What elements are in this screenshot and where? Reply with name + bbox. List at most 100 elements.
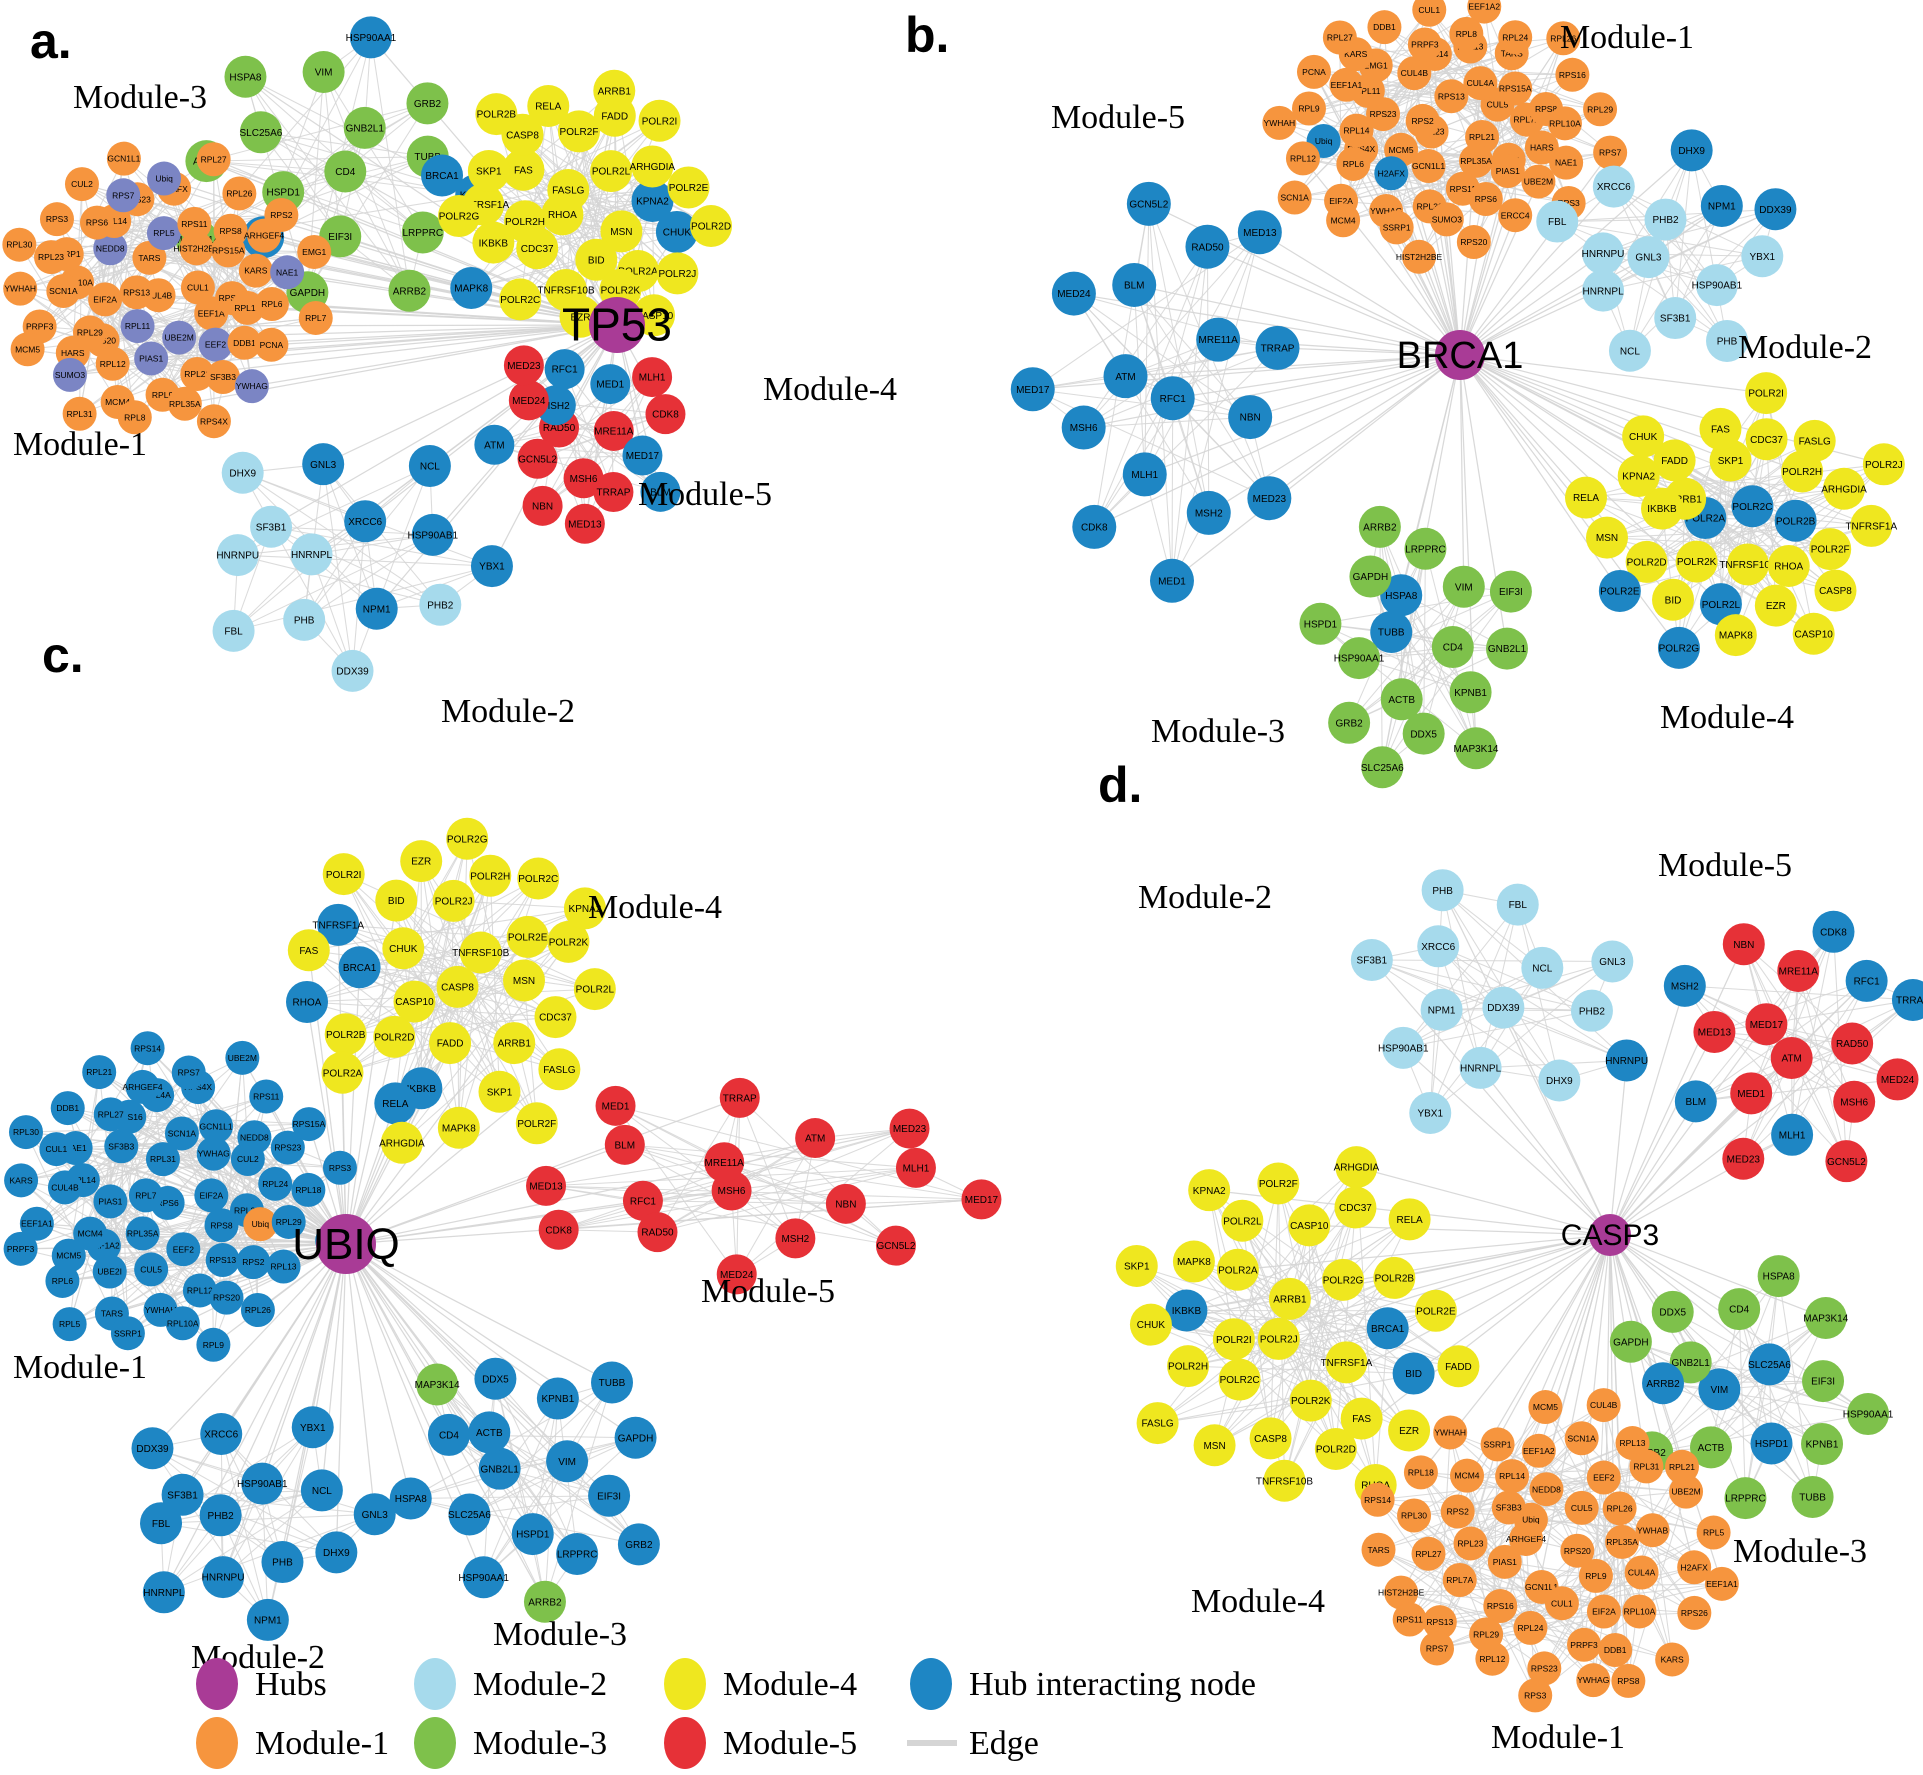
module-node-RPS15A[interactable] (1498, 71, 1533, 106)
module-node-LRPPRC[interactable] (1404, 527, 1447, 570)
hub-interacting-node-POLR2E[interactable] (1598, 570, 1641, 613)
hub-interacting-node-RPL9[interactable] (196, 1327, 231, 1362)
module-node-POLR2F[interactable] (515, 1102, 558, 1145)
module-node-SCN1A[interactable] (1277, 180, 1312, 215)
module-node-RELA[interactable] (1565, 476, 1608, 519)
module-node-YBX1[interactable] (1741, 235, 1784, 278)
module-node-CDC37[interactable] (534, 996, 577, 1039)
module-node-ACTB[interactable] (1690, 1426, 1733, 1469)
module-node-MAP3K14[interactable] (416, 1363, 459, 1406)
hub-interacting-node-RPL12[interactable] (182, 1273, 217, 1308)
module-node-POLR2B[interactable] (475, 93, 518, 136)
module-node-POLR2L[interactable] (590, 150, 633, 193)
module-node-ACTB[interactable] (1380, 678, 1423, 721)
module-node-SKP1[interactable] (467, 149, 510, 192)
module-node-TRRAP[interactable] (593, 471, 634, 512)
module-node-NCL[interactable] (1521, 946, 1564, 989)
accent-node-NEDD8[interactable] (93, 231, 128, 266)
module-node-POLR2J[interactable] (432, 879, 475, 922)
hub-interacting-node-RFC1[interactable] (1150, 376, 1195, 421)
module-node-RPL31[interactable] (62, 396, 97, 431)
module-node-RPS3[interactable] (39, 202, 74, 237)
module-node-RAD50[interactable] (637, 1212, 678, 1253)
module-node-MAP3K14[interactable] (1454, 727, 1497, 770)
hub-interacting-node-DDX39[interactable] (1754, 188, 1797, 231)
module-node-CDC37[interactable] (1334, 1186, 1377, 1229)
module-node-HSPA8[interactable] (1757, 1255, 1800, 1298)
hub-interacting-node-SF3B1[interactable] (161, 1473, 204, 1516)
module-node-CUL1[interactable] (1544, 1586, 1579, 1621)
module-node-RPL30[interactable] (1397, 1498, 1432, 1533)
module-node-POLR2J[interactable] (1862, 443, 1905, 486)
module-node-KARS[interactable] (1655, 1642, 1690, 1677)
hub-interacting-node-HNRNPU[interactable] (202, 1556, 245, 1599)
module-node-GNB2L1[interactable] (1485, 627, 1528, 670)
hub-interacting-node-DDB1[interactable] (50, 1091, 85, 1126)
module-node-RPS11[interactable] (1392, 1602, 1427, 1637)
hub-interacting-node-VIM[interactable] (546, 1440, 589, 1483)
hub-interacting-node-SF3B3[interactable] (104, 1129, 139, 1164)
module-node-RFC1[interactable] (622, 1180, 663, 1221)
module-node-RPL21[interactable] (180, 356, 215, 391)
hub-interacting-node-GNB2L1[interactable] (478, 1447, 521, 1490)
module-node-XRCC6[interactable] (1592, 165, 1635, 208)
module-node-TNFRSF10B[interactable] (459, 931, 502, 974)
accent-node-NAE1[interactable] (270, 255, 305, 290)
module-node-EEF1A1[interactable] (1329, 67, 1364, 102)
hub-interacting-node-RPL27[interactable] (93, 1097, 128, 1132)
hub-interacting-node-RFC1[interactable] (1845, 959, 1888, 1002)
module-node-HIST2H2BE[interactable] (179, 231, 214, 266)
module-node-GAPDH[interactable] (1349, 555, 1392, 598)
module-node-POLR2L[interactable] (1221, 1199, 1264, 1242)
module-node-EEF1A1[interactable] (1704, 1566, 1739, 1601)
module-node-H2AFX[interactable] (1677, 1550, 1712, 1585)
module-node-SSRP1[interactable] (1480, 1427, 1515, 1462)
hub-interacting-node-RPL7[interactable] (128, 1178, 163, 1213)
module-node-FADD[interactable] (1437, 1345, 1480, 1388)
hub-interacting-node-FBL[interactable] (140, 1502, 183, 1545)
module-node-DDX5[interactable] (1402, 712, 1445, 755)
module-node-MAPK8[interactable] (1714, 614, 1757, 657)
hub-interacting-node-HNRNPU[interactable] (1605, 1039, 1648, 1082)
hub-interacting-node-RPL29[interactable] (271, 1204, 306, 1239)
hub-interacting-node-TRRAP[interactable] (1891, 978, 1923, 1021)
module-node-SCN1A[interactable] (46, 273, 81, 308)
hub-interacting-node-HSP90AB1[interactable] (241, 1462, 284, 1505)
module-node-POLR2C[interactable] (517, 857, 560, 900)
module-node-FASLG[interactable] (1136, 1402, 1179, 1445)
module-node-DDB1[interactable] (227, 325, 262, 360)
hub-interacting-node-YBX1[interactable] (470, 545, 513, 588)
module-node-EMG1[interactable] (297, 234, 332, 269)
hub-interacting-node-XRCC6[interactable] (200, 1413, 243, 1456)
hub-interacting-node-ATM[interactable] (1103, 354, 1148, 399)
module-node-RPS6[interactable] (79, 205, 114, 240)
hub-interacting-node-MAPK8[interactable] (450, 266, 493, 309)
hub-interacting-node-GAPDH[interactable] (614, 1416, 657, 1459)
module-node-HSP90AB1[interactable] (1382, 1026, 1425, 1069)
hub-interacting-node-TUBB[interactable] (591, 1361, 634, 1404)
hub-interacting-node-YWHAG[interactable] (196, 1136, 231, 1171)
module-node-MED13[interactable] (564, 503, 605, 544)
module-node-YWHAG[interactable] (1576, 1663, 1611, 1698)
module-node-PCNA[interactable] (1296, 54, 1331, 89)
module-node-TNFRSF1A[interactable] (1325, 1341, 1368, 1384)
module-node-BID[interactable] (575, 238, 618, 281)
hub-interacting-node-DHX9[interactable] (315, 1531, 358, 1574)
module-node-HSP90AB1[interactable] (1695, 264, 1738, 307)
module-node-PCNA[interactable] (254, 327, 289, 362)
module-node-RPL12[interactable] (1475, 1641, 1510, 1676)
module-node-MRE11A[interactable] (1777, 949, 1820, 992)
accent-node-Ubiq[interactable] (243, 1207, 278, 1242)
module-node-HNRNPL[interactable] (1582, 269, 1625, 312)
hub-interacting-node-NCL[interactable] (300, 1469, 343, 1512)
module-node-CASP8[interactable] (436, 965, 479, 1008)
module-node-CASP10[interactable] (393, 980, 436, 1023)
module-node-MED24[interactable] (716, 1254, 757, 1295)
module-node-SUMO3[interactable] (1429, 202, 1464, 237)
module-node-RPL10A[interactable] (1547, 106, 1582, 141)
hub-interacting-node-MCM4[interactable] (73, 1216, 108, 1251)
accent-node-RPL5[interactable] (146, 216, 181, 251)
hub-interacting-node-POLR2G[interactable] (1657, 626, 1700, 669)
module-node-EEF1A2[interactable] (1521, 1433, 1556, 1468)
module-node-POLR2E[interactable] (667, 166, 710, 209)
